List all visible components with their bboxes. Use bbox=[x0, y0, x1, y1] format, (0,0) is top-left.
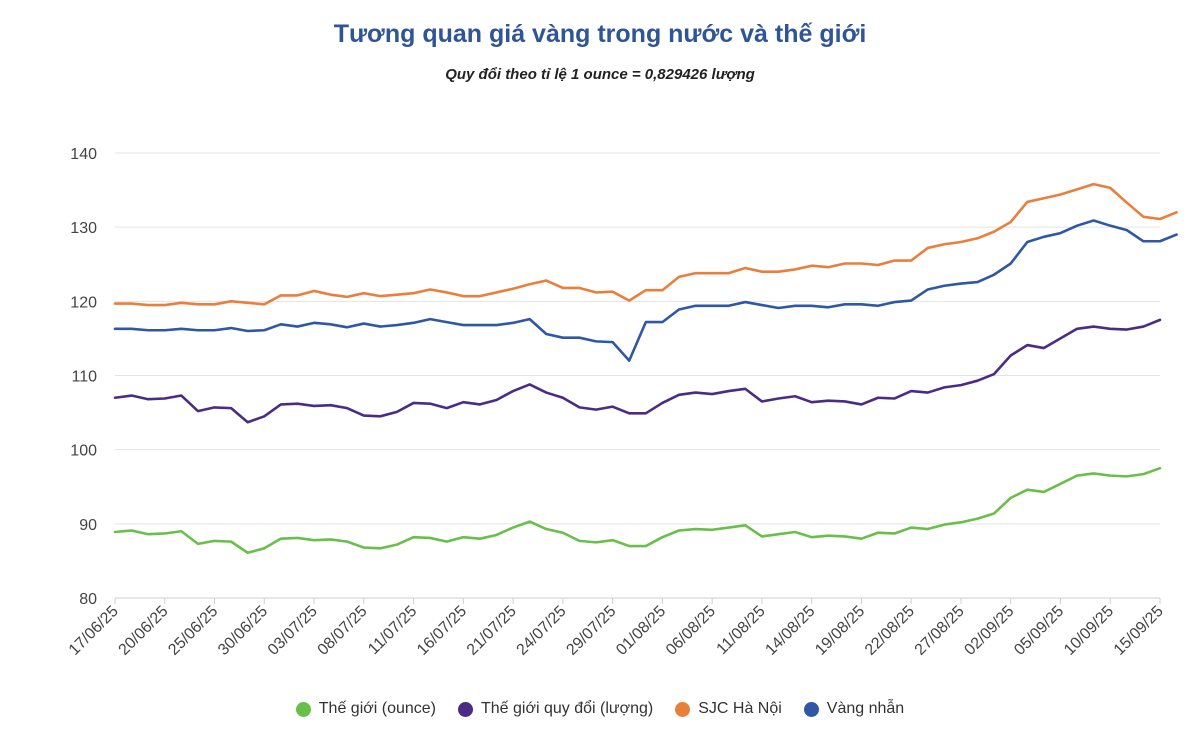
series-layer bbox=[113, 182, 1178, 555]
x-tick-label: 11/07/25 bbox=[365, 603, 420, 658]
x-tick-label: 03/07/25 bbox=[265, 603, 321, 659]
legend-item[interactable]: Thế giới (ounce) bbox=[295, 700, 436, 718]
legend-item[interactable]: SJC Hà Nội bbox=[675, 700, 782, 718]
axis-layer: 80 90 100 110 120 130 140 17/06/2520/06/2525/06… bbox=[66, 146, 1167, 659]
x-tick-label: 11/08/25 bbox=[714, 603, 769, 658]
x-tick-label: 22/08/25 bbox=[862, 603, 918, 659]
x-tick-label: 30/06/25 bbox=[215, 603, 271, 659]
y-tick-label: 120 bbox=[70, 294, 97, 311]
legend-label: Vàng nhẫn bbox=[826, 700, 905, 717]
x-tick-label: 15/09/25 bbox=[1111, 603, 1167, 659]
legend-swatch bbox=[458, 701, 473, 717]
x-tick-label: 29/07/25 bbox=[563, 603, 619, 659]
x-tick-label: 16/07/25 bbox=[414, 603, 470, 659]
x-tick-label: 10/09/25 bbox=[1061, 603, 1117, 659]
x-tick-label: 25/06/25 bbox=[165, 603, 221, 659]
legend-label: Thế giới quy đổi (lượng) bbox=[481, 700, 654, 717]
x-tick-label: 08/07/25 bbox=[315, 603, 371, 659]
x-tick-label: 17/06/25 bbox=[66, 603, 122, 659]
x-tick-label: 24/07/25 bbox=[514, 603, 570, 659]
legend-label: Thế giới (ounce) bbox=[318, 700, 436, 717]
legend-swatch bbox=[675, 701, 691, 717]
y-tick-label: 140 bbox=[70, 146, 97, 163]
legend-item[interactable]: Thế giới quy đổi (lượng) bbox=[458, 700, 653, 718]
y-tick-label: 100 bbox=[70, 443, 97, 460]
series-line-3 bbox=[113, 219, 1178, 362]
x-tick-label: 27/08/25 bbox=[912, 603, 968, 659]
y-tick-label: 80 bbox=[79, 591, 97, 608]
series-line-1 bbox=[113, 318, 1162, 424]
x-tick-label: 06/08/25 bbox=[663, 603, 719, 659]
x-tick-label: 05/09/25 bbox=[1011, 603, 1067, 659]
legend-label: SJC Hà Nội bbox=[698, 700, 782, 717]
legend-swatch bbox=[295, 701, 311, 717]
legend-item[interactable]: Vàng nhẫn bbox=[803, 700, 905, 718]
legend: Thế giới (ounce) Thế giới quy đổi (lượng)… bbox=[0, 700, 1200, 718]
x-tick-label: 20/06/25 bbox=[116, 603, 172, 659]
x-tick-label: 02/09/25 bbox=[961, 603, 1017, 659]
x-tick-label: 01/08/25 bbox=[613, 603, 669, 659]
legend-swatch bbox=[803, 701, 819, 717]
x-tick-label: 19/08/25 bbox=[812, 603, 868, 659]
y-tick-label: 110 bbox=[71, 369, 97, 386]
y-tick-label: 130 bbox=[70, 220, 97, 237]
x-tick-label: 21/07/25 bbox=[464, 603, 520, 659]
chart-subtitle: Quy đổi theo tỉ lệ 1 ounce = 0,829426 lư… bbox=[445, 66, 755, 83]
line-chart-plot: 80 90 100 110 120 130 140 17/06/2520/06/2525/06… bbox=[66, 146, 1178, 659]
series-line-2 bbox=[113, 182, 1178, 307]
series-line-0 bbox=[113, 466, 1162, 555]
grid-layer bbox=[115, 152, 1160, 599]
x-tick-label: 14/08/25 bbox=[762, 603, 818, 659]
chart-title: Tương quan giá vàng trong nước và thế gi… bbox=[333, 20, 867, 48]
y-tick-label: 90 bbox=[79, 517, 97, 534]
